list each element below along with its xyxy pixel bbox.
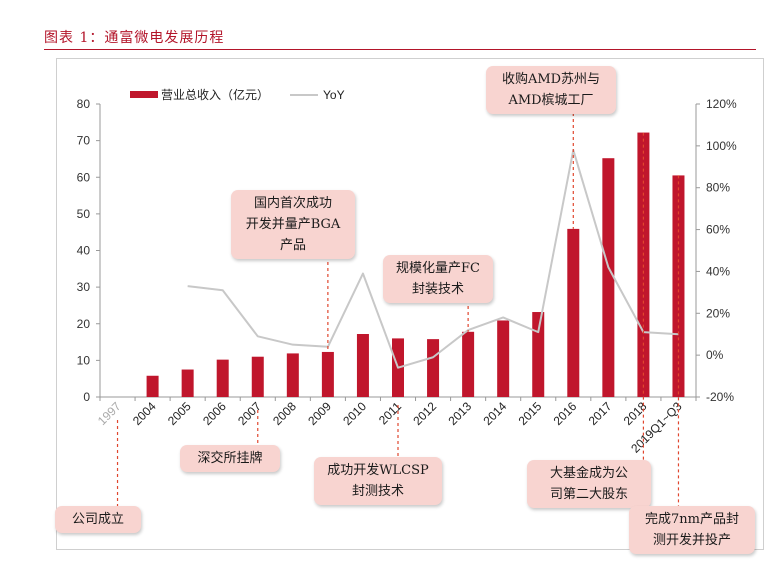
x-tick-label: 2016 <box>551 399 580 428</box>
y-left-tick-label: 30 <box>77 280 91 294</box>
revenue-bar <box>286 353 299 397</box>
x-tick-label: 2006 <box>200 399 229 428</box>
y-left-tick-label: 40 <box>77 244 91 258</box>
y-right-tick-label: 0% <box>706 348 724 362</box>
callout-listed: 深交所挂牌 <box>180 445 280 472</box>
callout-founded: 公司成立 <box>55 506 141 533</box>
y-right-tick-label: 100% <box>706 139 737 153</box>
callout-wlcsp: 成功开发WLCSP 封测技术 <box>314 457 442 505</box>
callout-7nm: 完成7nm产品封 测开发并投产 <box>629 506 755 554</box>
y-left-tick-label: 60 <box>77 170 91 184</box>
x-tick-label: 2010 <box>340 399 369 428</box>
legend-label-revenue: 营业总收入（亿元） <box>161 87 269 102</box>
title-rule <box>44 49 756 50</box>
revenue-bar <box>462 331 475 397</box>
revenue-bar <box>216 359 229 397</box>
y-left-tick-label: 50 <box>77 207 91 221</box>
legend-swatch-revenue <box>130 91 158 98</box>
revenue-bar <box>497 320 510 397</box>
y-right-tick-label: 20% <box>706 306 730 320</box>
x-tick-label: 1997 <box>95 399 124 428</box>
x-tick-label: 2008 <box>270 399 299 428</box>
revenue-bar <box>567 228 580 397</box>
x-tick-label: 2013 <box>445 399 474 428</box>
revenue-bar <box>356 334 369 397</box>
x-tick-label: 2004 <box>130 399 159 428</box>
yoy-line <box>187 149 679 369</box>
y-left-tick-label: 70 <box>77 134 91 148</box>
x-tick-label: 2005 <box>165 399 194 428</box>
revenue-bar <box>602 158 615 397</box>
figure-title: 图表 1：通富微电发展历程 <box>44 30 225 46</box>
y-right-tick-label: 40% <box>706 264 730 278</box>
revenue-bar <box>321 351 334 397</box>
callout-big-fund: 大基金成为公 司第二大股东 <box>527 460 651 508</box>
x-tick-label: 2018 <box>621 399 650 428</box>
chart-frame <box>56 58 764 550</box>
x-tick-label: 2014 <box>481 399 510 428</box>
y-right-tick-label: 120% <box>706 97 737 111</box>
y-left-tick-label: 20 <box>77 317 91 331</box>
revenue-bar <box>427 339 440 397</box>
y-left-tick-label: 80 <box>77 97 91 111</box>
y-left-tick-label: 0 <box>83 390 90 404</box>
revenue-bar <box>146 375 159 397</box>
y-left-tick-label: 10 <box>77 353 91 367</box>
x-tick-label: 2012 <box>410 399 439 428</box>
legend-label-yoy: YoY <box>323 88 345 102</box>
y-right-tick-label: 80% <box>706 181 730 195</box>
revenue-bar <box>251 356 264 397</box>
callout-bga: 国内首次成功 开发并量产BGA 产品 <box>231 190 355 259</box>
revenue-bar <box>532 312 545 397</box>
x-tick-label: 2009 <box>305 399 334 428</box>
x-tick-label: 2017 <box>586 399 615 428</box>
y-right-tick-label: 60% <box>706 223 730 237</box>
callout-amd: 收购AMD苏州与 AMD槟城工厂 <box>486 66 616 114</box>
callout-fc: 规模化量产FC 封装技术 <box>383 255 493 303</box>
x-tick-label: 2015 <box>516 399 545 428</box>
x-tick-label: 2011 <box>376 399 404 427</box>
x-tick-label: 2007 <box>235 399 264 428</box>
revenue-bar <box>181 369 194 397</box>
y-right-tick-label: -20% <box>706 390 734 404</box>
